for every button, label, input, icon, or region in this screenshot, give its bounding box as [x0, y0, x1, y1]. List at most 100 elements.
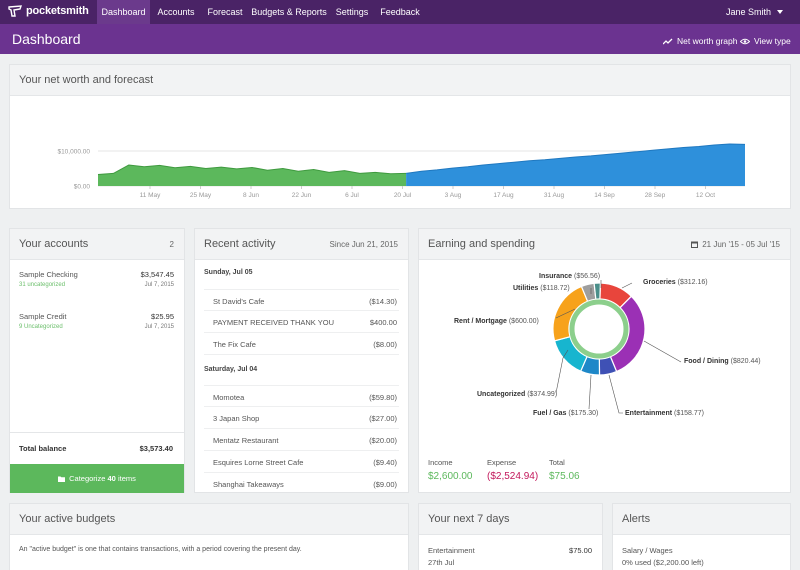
segment-label-insurance: Insurance ($56.56) — [539, 273, 601, 280]
date-range: 21 Jun '15 - 05 Jul '15 — [702, 240, 780, 249]
expense-label: Expense — [487, 458, 517, 467]
leader-line — [555, 349, 569, 394]
transaction-row[interactable]: Mentatz Restaurant ($20.00) — [204, 429, 399, 451]
recent-activity-title: Recent activity — [204, 238, 276, 250]
accounts-card: Your accounts 2 Sample Checking $3,547.4… — [9, 228, 185, 493]
total-balance-value: $3,573.40 — [139, 444, 173, 453]
y-tick-label: $10,000.00 — [57, 149, 90, 156]
brand-name: pocketsmith — [26, 5, 89, 17]
leader-line — [588, 374, 592, 410]
nav-tab-dashboard[interactable]: Dashboard — [97, 0, 150, 24]
transaction-row[interactable]: The Fix Cafe ($8.00) — [204, 333, 399, 355]
x-tick-label: 17 Aug — [493, 192, 514, 199]
x-tick-label: 6 Jul — [345, 192, 359, 199]
transaction-desc: 3 Japan Shop — [213, 414, 260, 423]
nav-tab-forecast[interactable]: Forecast — [207, 7, 243, 17]
account-uncategorized-link[interactable]: 31 uncategorized — [19, 282, 66, 288]
page-title: Dashboard — [12, 31, 81, 47]
transaction-desc: St David's Cafe — [213, 297, 265, 306]
upcoming-item-name[interactable]: Entertainment — [428, 546, 475, 555]
x-tick-label: 8 Jun — [243, 192, 259, 199]
segment-label-utilities: Utilities ($118.72) — [513, 285, 570, 292]
caret-down-icon — [777, 10, 783, 14]
net-worth-card: Your net worth and forecast $0.00 $10,000… — [9, 64, 791, 209]
donut-segment-insurance[interactable] — [593, 282, 601, 300]
transaction-amount: ($59.80) — [369, 393, 397, 402]
net-worth-graph-button[interactable]: Net worth graph — [663, 36, 737, 46]
total-balance-row: Total balance $3,573.40 — [10, 432, 184, 464]
income-value: $2,600.00 — [428, 471, 473, 482]
transaction-row[interactable]: PAYMENT RECEIVED THANK YOU $400.00 — [204, 311, 399, 333]
income-ring — [569, 299, 629, 359]
eye-icon — [740, 38, 750, 44]
transaction-row[interactable]: 3 Japan Shop ($27.00) — [204, 407, 399, 429]
account-date: Jul 7, 2015 — [144, 282, 174, 288]
view-type-button[interactable]: View type — [740, 36, 791, 46]
transaction-amount: ($8.00) — [373, 340, 397, 349]
transaction-desc: Esquires Lorne Street Cafe — [213, 458, 304, 467]
nav-tab-feedback[interactable]: Feedback — [380, 7, 420, 17]
account-uncategorized-link[interactable]: 9 Uncategorized — [19, 324, 63, 330]
net-worth-title: Your net worth and forecast — [19, 74, 154, 86]
accounts-card-header: Your accounts 2 — [10, 229, 184, 260]
transaction-desc: PAYMENT RECEIVED THANK YOU — [213, 318, 334, 327]
net-worth-card-header: Your net worth and forecast — [10, 65, 790, 96]
x-tick-label: 31 Aug — [544, 192, 565, 199]
x-tick-label: 12 Oct — [696, 192, 715, 199]
account-item[interactable]: Sample Credit $25.95 9 Uncategorized Jul… — [19, 312, 174, 336]
nav-tab-settings[interactable]: Settings — [335, 7, 369, 17]
nav-tab-accounts[interactable]: Accounts — [157, 7, 195, 17]
user-menu[interactable]: Jane Smith — [726, 0, 783, 24]
recent-activity-card: Recent activity Since Jun 21, 2015 Sunda… — [194, 228, 409, 493]
next-7-days-header: Your next 7 days — [419, 504, 602, 535]
recent-activity-since: Since Jun 21, 2015 — [329, 240, 399, 249]
x-tick-label: 22 Jun — [292, 192, 312, 199]
next-7-days-card: Your next 7 days Entertainment $75.00 27… — [418, 503, 603, 570]
transaction-amount: ($20.00) — [369, 436, 397, 445]
categorize-button[interactable]: Categorize 40 items — [10, 464, 184, 493]
earning-spending-title: Earning and spending — [428, 238, 536, 250]
active-budgets-text: An "active budget" is one that contains … — [19, 546, 302, 553]
account-balance: $3,547.45 — [140, 270, 174, 279]
transaction-desc: Momotea — [213, 393, 245, 402]
leader-line — [608, 374, 623, 414]
alert-item-name[interactable]: Salary / Wages — [622, 546, 673, 555]
day-label: Sunday, Jul 05 — [204, 269, 253, 276]
earning-spending-card: Earning and spending 21 Jun '15 - 05 Jul… — [418, 228, 791, 493]
segment-label-groceries: Groceries ($312.16) — [643, 279, 708, 286]
account-balance: $25.95 — [151, 312, 174, 321]
brand-logo[interactable]: pocketsmith — [8, 5, 89, 17]
transaction-row[interactable]: Momotea ($59.80) — [204, 385, 399, 407]
segment-label-fuel-gas: Fuel / Gas ($175.30) — [533, 410, 599, 417]
recent-activity-header: Recent activity Since Jun 21, 2015 — [195, 229, 408, 260]
date-range-picker[interactable]: 21 Jun '15 - 05 Jul '15 — [691, 240, 780, 249]
leader-line — [643, 340, 682, 363]
x-tick-label: 3 Aug — [445, 192, 462, 199]
next-7-days-title: Your next 7 days — [428, 513, 510, 525]
transaction-amount: ($9.00) — [373, 480, 397, 489]
nav-tab-budgets-reports[interactable]: Budgets & Reports — [251, 7, 327, 17]
x-tick-label: 11 May — [140, 192, 162, 199]
transaction-row[interactable]: Esquires Lorne Street Cafe ($9.40) — [204, 451, 399, 473]
leader-line — [621, 282, 633, 289]
account-item[interactable]: Sample Checking $3,547.45 31 uncategoriz… — [19, 270, 174, 294]
transaction-desc: Mentatz Restaurant — [213, 436, 279, 445]
alerts-title: Alerts — [622, 513, 651, 525]
x-tick-label: 25 May — [190, 192, 212, 199]
line-chart-icon — [663, 38, 673, 44]
x-tick-label: 14 Sep — [594, 192, 615, 199]
user-name: Jane Smith — [725, 7, 771, 17]
transaction-row[interactable]: Shanghai Takeaways ($9.00) — [204, 473, 399, 495]
account-name: Sample Credit — [19, 312, 67, 321]
segment-label-food-dining: Food / Dining ($820.44) — [684, 358, 761, 365]
net-worth-graph-label: Net worth graph — [677, 36, 738, 46]
expense-value: ($2,524.94) — [487, 471, 539, 482]
segment-label-entertainment: Entertainment ($158.77) — [625, 410, 704, 417]
transaction-row[interactable]: St David's Cafe ($14.30) — [204, 289, 399, 311]
forecast-area — [406, 144, 745, 186]
past-net-worth-area — [98, 165, 407, 186]
day-label: Saturday, Jul 04 — [204, 366, 258, 373]
total-value: $75.06 — [549, 471, 580, 482]
alerts-header: Alerts — [613, 504, 790, 535]
top-nav: pocketsmith Dashboard Accounts Forecast … — [0, 0, 800, 24]
